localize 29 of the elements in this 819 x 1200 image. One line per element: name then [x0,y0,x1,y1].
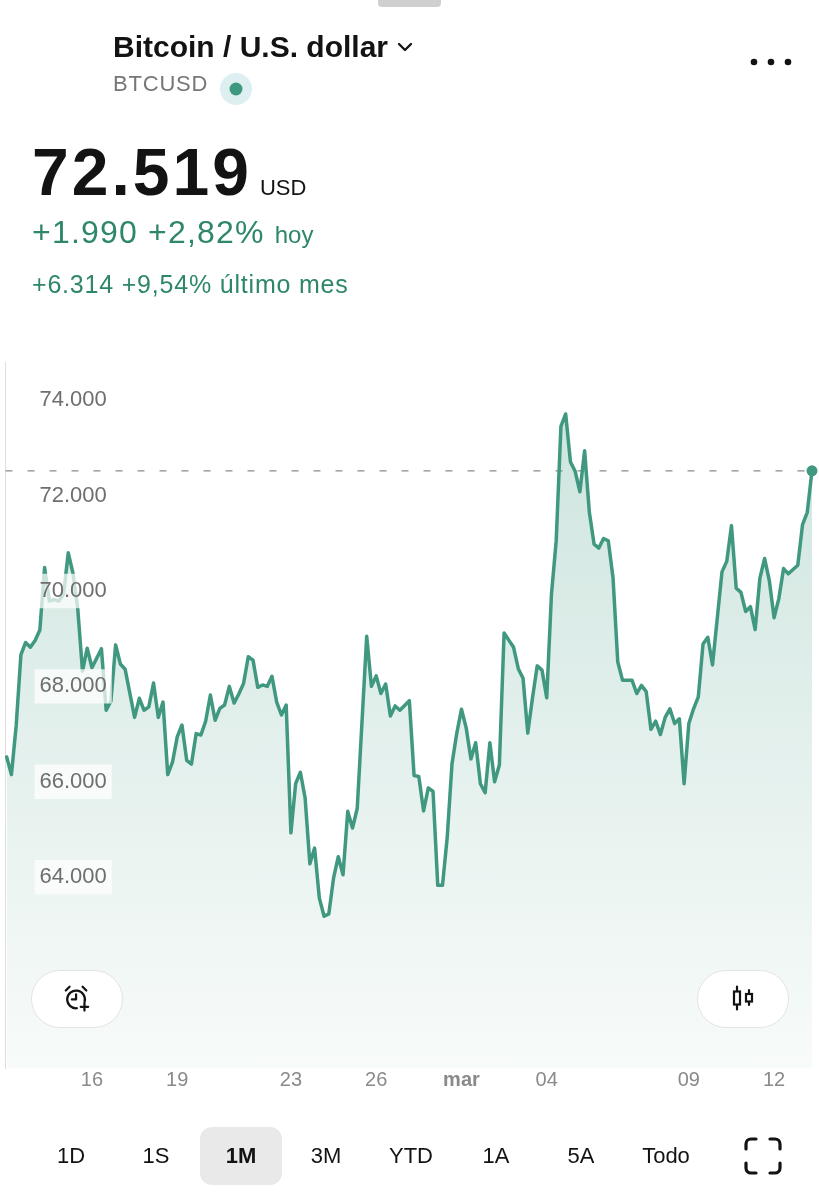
y-tick-label: 74.000 [39,386,107,412]
x-tick-label: 23 [279,1067,303,1090]
y-tick-label: 68.000 [39,672,107,698]
y-tick-label: 64.000 [39,863,107,889]
chart-subtitle: BTCUSD [113,71,209,96]
text: +6.314 +9,54% último mes [32,270,349,298]
x-tick-label: 26 [365,1067,388,1090]
y-tick-label: 66.000 [39,767,107,793]
x-tick-label: 16 [80,1067,104,1090]
x-tick-label: 19 [166,1067,189,1090]
y-tick-label: 72.000 [39,481,107,507]
text: Todo [642,1143,690,1169]
text: +1.990 +2,82% [32,214,265,250]
text: 5A [567,1143,595,1169]
x-tick-label: 09 [677,1067,700,1090]
x-tick-label: 04 [535,1067,558,1090]
y-tick-label: 70.000 [39,577,107,603]
text: 1D [56,1143,86,1169]
text: 3M [310,1143,342,1169]
text: USD [259,175,307,200]
text: YTD [389,1143,433,1169]
chart-title: Bitcoin / U.S. dollar [113,30,389,63]
text: hoy [274,221,314,248]
text: 1A [482,1143,510,1169]
x-tick-label: 12 [762,1067,786,1090]
x-tick-label: mar [443,1067,481,1090]
text: 1M [225,1143,257,1169]
text: 1S [142,1143,170,1169]
text: 72.519 [32,135,252,209]
